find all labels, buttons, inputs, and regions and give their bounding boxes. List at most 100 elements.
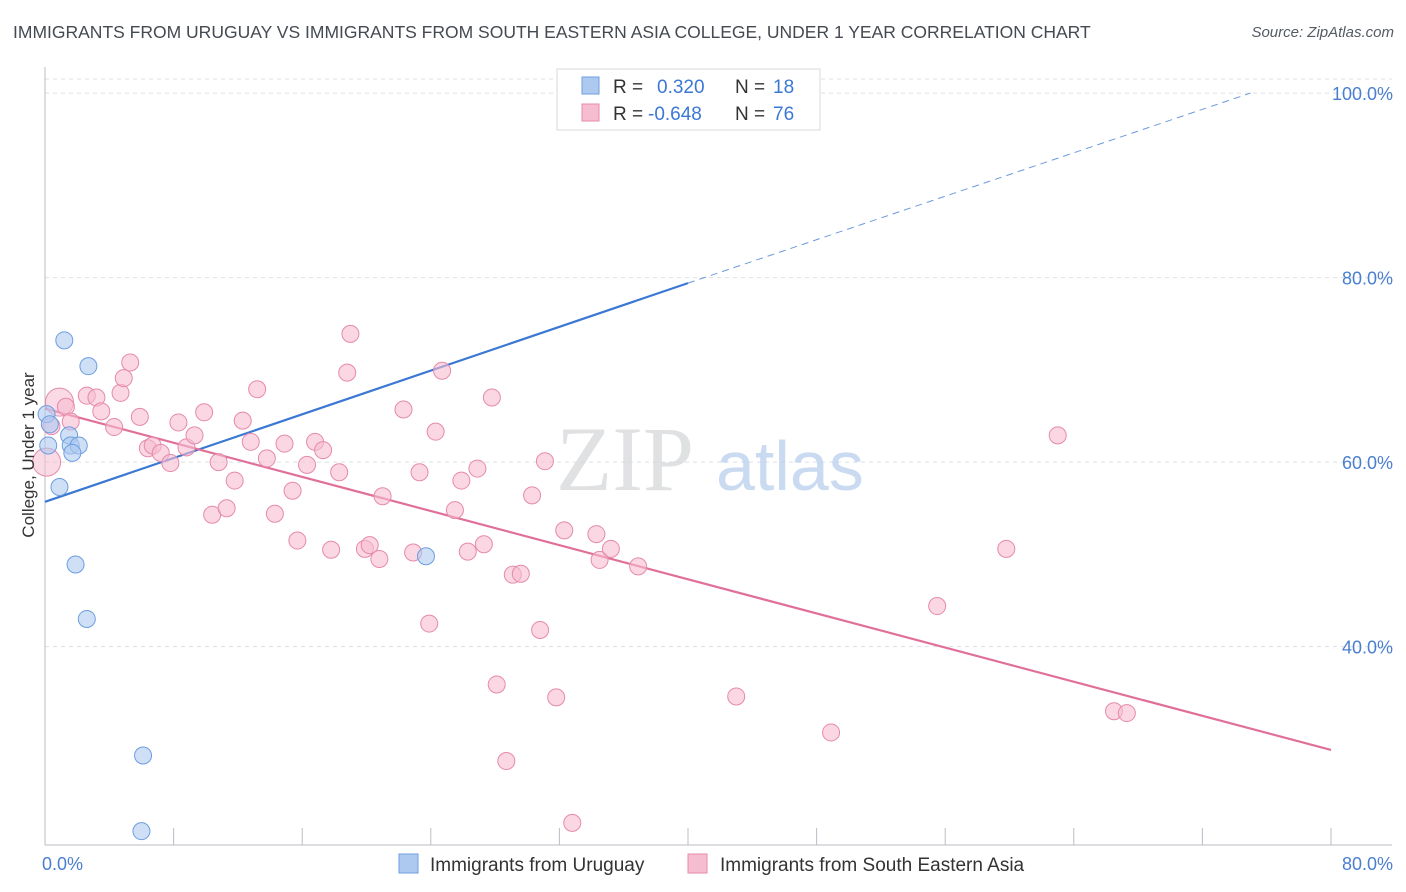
- point-sea-51: [452, 471, 471, 490]
- point-sea-36: [322, 540, 341, 559]
- point-sea-47: [420, 614, 439, 633]
- source-credit: Source: ZipAtlas.com: [1251, 24, 1394, 41]
- trend-line-sea: [44, 407, 1332, 752]
- watermark-zip: ZIP: [556, 408, 694, 510]
- legend-n-label-2: N =: [735, 104, 770, 125]
- point-uruguay-2: [39, 436, 58, 455]
- bottom-legend-swatch-sea: [687, 853, 708, 874]
- point-sea-11: [121, 353, 140, 372]
- point-sea-23: [217, 499, 236, 518]
- point-sea-33: [298, 455, 317, 474]
- point-sea-42: [370, 549, 389, 568]
- svg-text:R = -0.648 N =: R = -0.648 N = 76: [613, 104, 794, 125]
- x-tick-label-0: 0.0%: [42, 854, 83, 874]
- point-sea-29: [265, 504, 284, 523]
- point-sea-57: [497, 752, 516, 771]
- data-points: [32, 84, 1136, 841]
- x-tick-label-1: 80.0%: [1342, 854, 1393, 874]
- point-sea-38: [338, 363, 357, 382]
- bottom-legend-swatch-uruguay: [398, 853, 419, 874]
- point-sea-22: [209, 453, 228, 472]
- point-sea-48: [426, 422, 445, 441]
- point-sea-27: [248, 380, 267, 399]
- point-sea-30: [275, 434, 294, 453]
- legend-n-label-1: N =: [735, 77, 770, 98]
- point-sea-68: [601, 539, 620, 558]
- point-sea-62: [535, 452, 554, 471]
- point-sea-72: [928, 597, 947, 616]
- point-sea-35: [314, 441, 333, 460]
- point-sea-31: [283, 481, 302, 500]
- point-uruguay-4: [79, 357, 98, 376]
- point-sea-61: [531, 621, 550, 640]
- point-sea-39: [341, 324, 360, 343]
- point-sea-70: [727, 687, 746, 706]
- trend-line-uruguay: [44, 282, 689, 503]
- point-sea-43: [373, 487, 392, 506]
- point-sea-9: [111, 383, 130, 402]
- point-sea-71: [822, 723, 841, 742]
- point-sea-50: [445, 501, 464, 520]
- y-axis-label: College, Under 1 year: [19, 372, 38, 538]
- point-uruguay-13: [132, 822, 151, 841]
- point-sea-59: [511, 564, 530, 583]
- point-sea-26: [241, 432, 260, 451]
- point-sea-12: [130, 407, 149, 426]
- point-sea-60: [523, 486, 542, 505]
- correlation-legend: R = 0.320 N = 18 R = -0.648 N = 76: [556, 68, 821, 131]
- point-sea-64: [555, 521, 574, 540]
- legend-r-label-1: R =: [613, 77, 648, 98]
- point-uruguay-9: [50, 478, 69, 497]
- point-sea-17: [169, 413, 188, 432]
- point-uruguay-14: [416, 547, 435, 566]
- watermark-atlas: atlas: [716, 427, 864, 505]
- point-sea-56: [487, 675, 506, 694]
- legend-r-label-2: R =: [613, 104, 648, 125]
- point-sea-53: [468, 459, 487, 478]
- point-uruguay-3: [55, 331, 74, 350]
- bottom-legend-label-uruguay: Immigrants from Uruguay: [430, 855, 645, 876]
- point-sea-10: [114, 369, 133, 388]
- grid-lines: [45, 78, 1392, 648]
- point-sea-46: [410, 463, 429, 482]
- point-sea-55: [482, 388, 501, 407]
- trend-line-uruguay-extension: [687, 92, 1251, 284]
- point-sea-16: [161, 454, 180, 473]
- point-sea-49: [433, 361, 452, 380]
- y-tick-label-0: 40.0%: [1342, 638, 1393, 658]
- svg-text:R = 0.320 N =: R = 0.320 N = 18: [613, 77, 794, 98]
- point-sea-65: [563, 813, 582, 832]
- point-sea-41: [360, 536, 379, 555]
- point-uruguay-12: [134, 746, 153, 765]
- trend-lines: [44, 92, 1332, 752]
- point-sea-69: [629, 557, 648, 576]
- point-sea-74: [1048, 426, 1067, 445]
- legend-r-value-2: -0.648: [648, 104, 702, 125]
- point-sea-20: [195, 403, 214, 422]
- point-sea-66: [587, 525, 606, 544]
- point-sea-67: [590, 550, 609, 569]
- point-sea-8: [105, 418, 124, 437]
- legend-r-value-1: 0.320: [657, 77, 705, 98]
- point-sea-25: [233, 411, 252, 430]
- legend-swatch-sea: [581, 103, 600, 122]
- point-sea-7: [92, 402, 111, 421]
- series-legend: Immigrants from Uruguay Immigrants from …: [398, 853, 1025, 876]
- y-tick-label-3: 100.0%: [1332, 84, 1393, 104]
- point-uruguay-1: [40, 415, 59, 434]
- y-tick-label-1: 60.0%: [1342, 453, 1393, 473]
- point-sea-73: [997, 539, 1016, 558]
- point-uruguay-11: [77, 609, 96, 628]
- point-sea-52: [458, 542, 477, 561]
- point-sea-76: [1117, 704, 1136, 723]
- point-sea-54: [474, 535, 493, 554]
- point-sea-37: [330, 463, 349, 482]
- point-sea-28: [257, 449, 276, 468]
- legend-n-value-2: 76: [773, 104, 794, 125]
- point-uruguay-10: [66, 555, 85, 574]
- y-tick-label-2: 80.0%: [1342, 269, 1393, 289]
- bottom-legend-label-sea: Immigrants from South Eastern Asia: [720, 855, 1025, 876]
- legend-swatch-uruguay: [581, 76, 600, 95]
- chart-title: IMMIGRANTS FROM URUGUAY VS IMMIGRANTS FR…: [13, 22, 1091, 42]
